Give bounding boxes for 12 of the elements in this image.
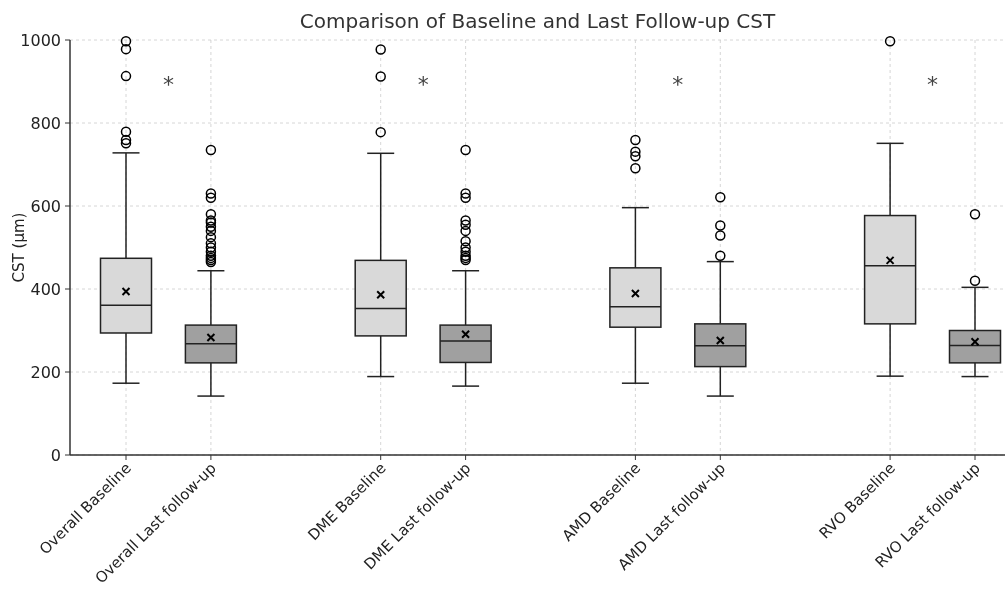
annotation: *: [927, 72, 939, 97]
annotation: *: [417, 72, 429, 97]
y-axis-title: CST (µm): [10, 212, 28, 283]
y-tick-label: 600: [30, 196, 61, 216]
y-tick-label: 800: [30, 113, 61, 133]
y-tick-label: 200: [30, 362, 61, 382]
chart-title: Comparison of Baseline and Last Follow-up CST: [299, 9, 777, 33]
annotation: *: [672, 72, 684, 97]
annotation: *: [162, 72, 174, 97]
y-tick-label: 1000: [20, 30, 61, 50]
y-tick-label: 0: [50, 445, 61, 465]
y-tick-label: 400: [30, 279, 61, 299]
